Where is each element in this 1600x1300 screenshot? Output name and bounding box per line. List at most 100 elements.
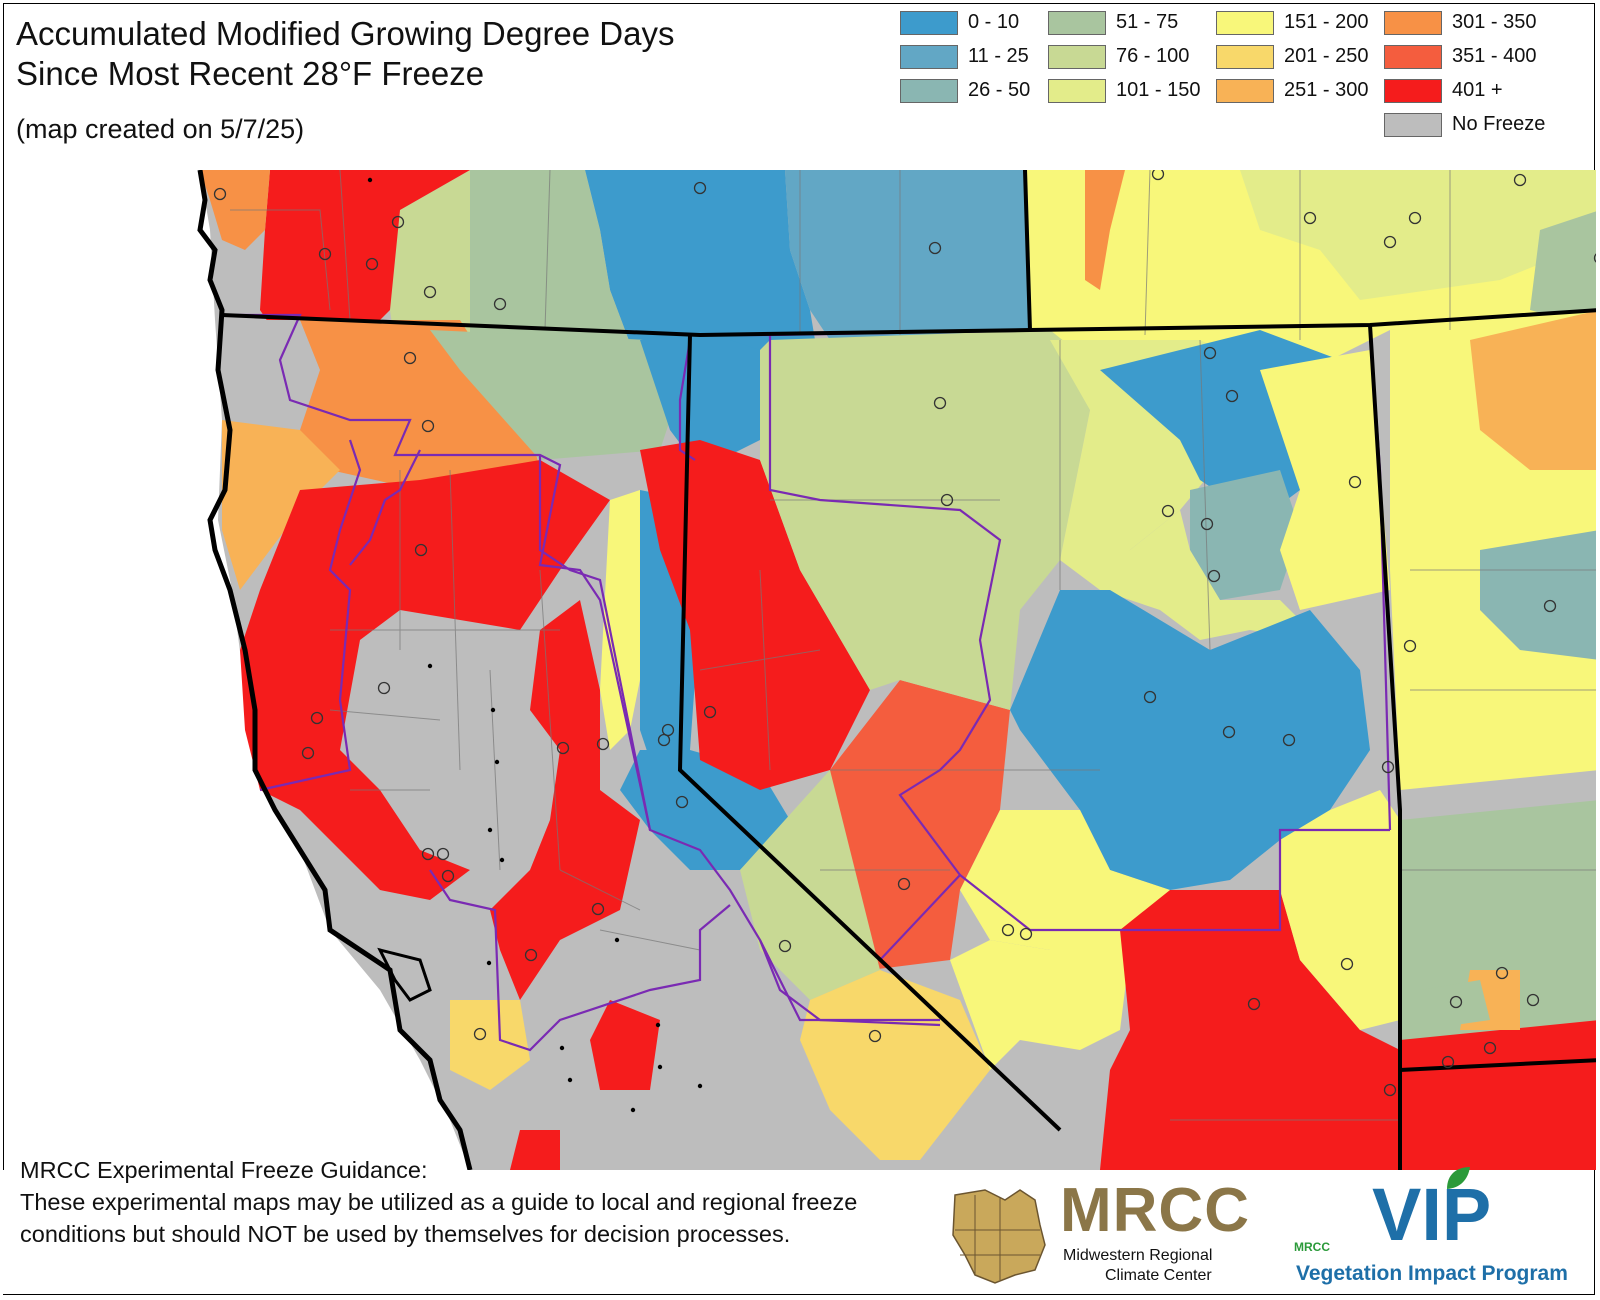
footer-background [3,1170,1593,1294]
gdd-region [430,330,680,460]
no-freeze-station [697,1083,703,1089]
legend-swatch [1216,11,1274,35]
station-marker [928,241,942,255]
legend-label: 401 + [1452,79,1503,101]
station-marker [1383,235,1397,249]
station-marker [1019,927,1033,941]
gdd-region [1085,170,1125,290]
legend: 0 - 10 11 - 25 26 - 50 51 - 75 76 - 100 101 -… [900,10,1595,160]
station-marker [493,297,507,311]
disclaimer: MRCC Experimental Freeze Guidance: These… [20,1154,900,1250]
gdd-region [222,420,340,590]
station-marker [675,795,689,809]
gdd-region [1480,530,1596,660]
gdd-region [1240,170,1596,300]
station-marker [403,351,417,365]
vip-logo: MRCC VIP Vegetation Impact Program [1292,1167,1592,1292]
gdd-map [4,170,1596,1170]
gdd-region [640,440,870,790]
gdd-region [960,810,1180,950]
map-creation-date: (map created on 5/7/25) [16,114,305,144]
station-marker [1203,346,1217,360]
station-marker [778,939,792,953]
gdd-region [785,170,1030,340]
station-marker [1143,690,1157,704]
legend-label: 251 - 300 [1284,79,1369,101]
station-marker [213,187,227,201]
gdd-region [240,460,610,900]
mrcc-logo: MRCC Midwestern Regional Climate Center [945,1175,1275,1290]
station-marker [1543,599,1557,613]
mrcc-name-line-2: Climate Center [1105,1267,1212,1284]
gdd-region [1420,980,1490,1030]
gdd-region [740,770,880,1000]
legend-label: 51 - 75 [1116,11,1179,33]
station-marker [1282,733,1296,747]
station-marker [423,285,437,299]
legend-swatch [1384,45,1442,69]
gdd-region [640,330,760,470]
no-freeze-station [559,1045,565,1051]
county-lines [230,170,1596,1121]
gdd-region [1400,1020,1596,1170]
no-freeze-station [367,177,373,183]
vip-program-name: Vegetation Impact Program [1296,1262,1568,1285]
gdd-region [950,940,1130,1070]
station-marker [1207,569,1221,583]
legend-label: 201 - 250 [1284,45,1369,67]
legend-swatch [1384,11,1442,35]
title-line-2: Since Most Recent 28°F Freeze [16,55,485,92]
disclaimer-text: These experimental maps may be utilized … [20,1189,858,1247]
gdd-region [1530,211,1596,329]
no-freeze-station [657,1064,663,1070]
station-marker [1151,170,1165,181]
station-marker [318,247,332,261]
mrcc-wordmark: MRCC [1060,1176,1250,1245]
station-marker [1483,1041,1497,1055]
station-marker [1513,173,1527,187]
vip-mrcc-label: MRCC [1294,1240,1330,1254]
no-freeze-station [614,937,620,943]
no-freeze-station [490,707,496,713]
vip-wordmark: VIP [1372,1173,1492,1256]
station-marker [421,847,435,861]
station-marker [1449,995,1463,1009]
station-marker [596,737,610,751]
station-marker [1495,966,1509,980]
station-marker [436,847,450,861]
gdd-region [510,1130,560,1170]
gdd-region [590,1000,660,1090]
station-marker [421,419,435,433]
no-freeze-station [655,1022,661,1028]
station-marker [693,181,707,195]
gdd-region [450,1000,530,1090]
legend-label: 11 - 25 [968,45,1029,67]
station-marker [1225,389,1239,403]
station-marker [591,902,605,916]
station-marker [1526,993,1540,1007]
title-line-1: Accumulated Modified Growing Degree Days [16,15,675,52]
gdd-region [1100,890,1400,1170]
station-marker [310,711,324,725]
gdd-region [222,320,320,450]
station-marker [524,948,538,962]
station-marker [703,705,717,719]
station-marker [1403,639,1417,653]
station-marker [1161,504,1175,518]
legend-swatch [900,45,958,69]
gdd-region [760,330,1100,710]
no-freeze-station [567,1077,573,1083]
legend-swatch [1216,79,1274,103]
no-freeze-station [630,1107,636,1113]
station-marker [365,257,379,271]
station-marker [1381,760,1395,774]
gdd-region [830,680,1010,970]
san-francisco-bay [377,947,432,1002]
station-marker [897,877,911,891]
no-freeze-station [486,960,492,966]
station-marker [933,396,947,410]
legend-label: 101 - 150 [1116,79,1201,101]
midwest-map-icon [952,1189,1046,1284]
no-freeze-station [494,759,500,765]
station-marker [1303,211,1317,225]
